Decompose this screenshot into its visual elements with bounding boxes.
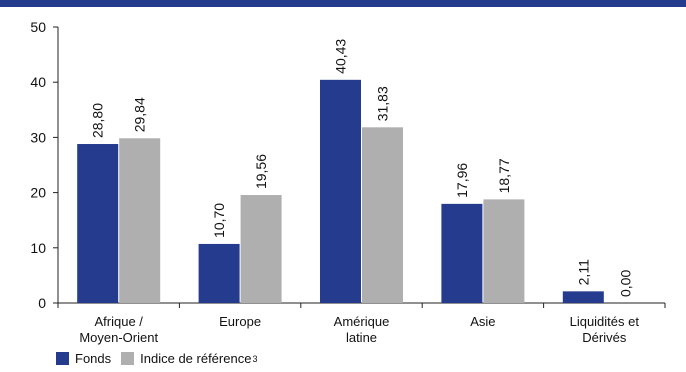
bar-value-label: 2,11 <box>575 259 591 285</box>
y-tick-label: 20 <box>30 185 46 201</box>
bar-value-label: 28,80 <box>90 103 106 138</box>
x-category-label: Afrique / <box>94 314 143 329</box>
bar-value-label: 19,56 <box>253 154 269 189</box>
x-category-label: Amérique <box>334 314 390 329</box>
bar-value-label: 31,83 <box>375 86 391 121</box>
bar-fonds <box>562 291 604 303</box>
x-category-label: latine <box>346 330 377 345</box>
bar-value-label: 0,00 <box>617 270 633 297</box>
legend-swatch-indice <box>121 352 135 365</box>
bar-value-label: 29,84 <box>132 97 148 132</box>
bar-indice <box>483 199 525 303</box>
y-tick-label: 10 <box>30 240 46 256</box>
y-tick-label: 40 <box>30 74 46 90</box>
x-category-label: Dérivés <box>582 330 627 345</box>
bar-fonds <box>441 203 483 303</box>
x-category-label: Europe <box>219 314 261 329</box>
chart-legend: Fonds Indice de référence 3 <box>56 351 267 366</box>
bar-value-label: 10,70 <box>211 203 227 238</box>
bar-value-label: 40,43 <box>333 39 349 74</box>
y-tick-label: 50 <box>30 19 46 35</box>
x-category-label: Moyen-Orient <box>79 330 158 345</box>
bar-value-label: 17,96 <box>454 163 470 198</box>
y-tick-label: 30 <box>30 129 46 145</box>
x-category-label: Liquidités et <box>570 314 640 329</box>
bar-indice <box>240 195 282 303</box>
bar-value-label: 18,77 <box>496 158 512 193</box>
legend-item-fonds: Fonds <box>56 351 111 366</box>
y-tick-label: 0 <box>38 295 46 311</box>
bar-indice <box>119 138 161 303</box>
bar-fonds <box>198 243 240 303</box>
legend-item-indice: Indice de référence 3 <box>121 351 257 366</box>
bar-indice <box>362 127 403 303</box>
x-category-label: Asie <box>470 314 495 329</box>
bar-fonds <box>77 144 119 303</box>
legend-swatch-fonds <box>56 352 69 365</box>
legend-label-fonds: Fonds <box>75 351 112 366</box>
top-accent-bar <box>0 0 686 7</box>
legend-label-indice: Indice de référence <box>140 351 252 366</box>
bar-fonds <box>320 79 361 303</box>
